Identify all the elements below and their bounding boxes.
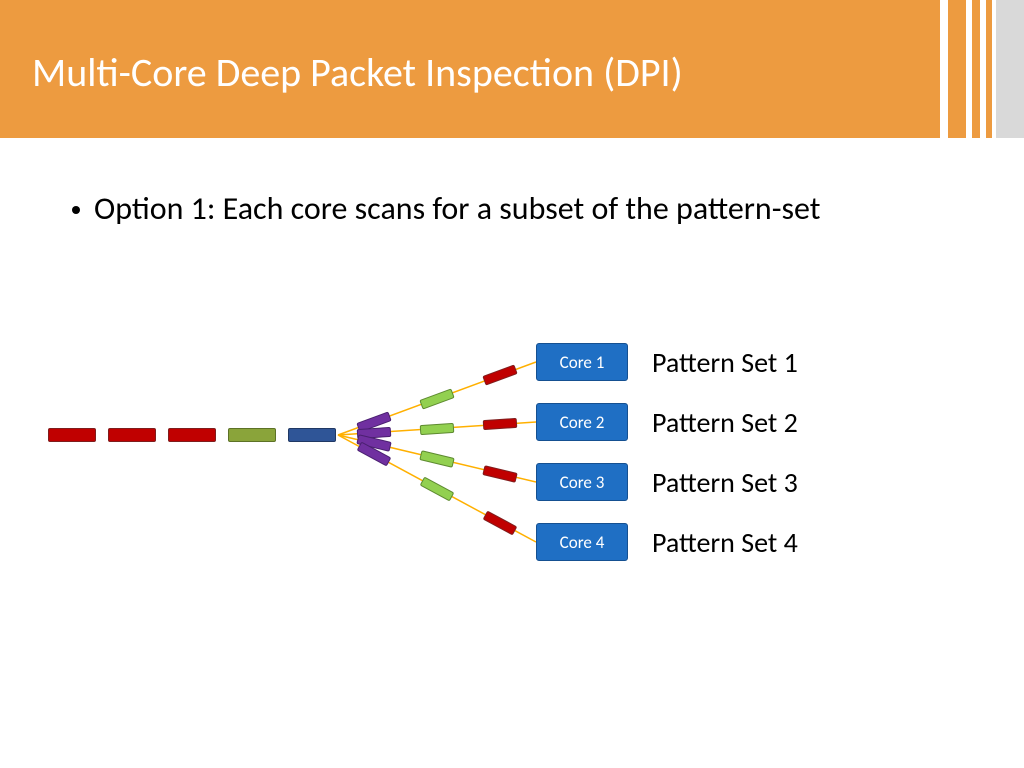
fanout-packet <box>483 418 518 430</box>
fanout-packet <box>419 450 454 468</box>
fanout-packet <box>483 510 518 535</box>
packet-segment <box>168 428 216 442</box>
header-stripe <box>972 0 980 138</box>
core-box: Core 3 <box>536 463 628 501</box>
pattern-set-label: Pattern Set 3 <box>652 465 798 500</box>
core-box: Core 1 <box>536 343 628 381</box>
bullet-text: Option 1: Each core scans for a subset o… <box>94 188 820 230</box>
slide-body: Option 1: Each core scans for a subset o… <box>0 138 1024 768</box>
header-band: Multi-Core Deep Packet Inspection (DPI) <box>0 0 1024 138</box>
packet-segment <box>288 428 336 442</box>
fanout-packet <box>483 365 518 386</box>
fanout-lines <box>0 298 1024 698</box>
pattern-set-label: Pattern Set 4 <box>652 525 798 560</box>
pattern-set-label: Pattern Set 2 <box>652 405 798 440</box>
fanout-packet <box>419 388 454 409</box>
fanout-packet <box>420 422 455 434</box>
bullet-item: Option 1: Each core scans for a subset o… <box>72 188 820 230</box>
core-box: Core 4 <box>536 523 628 561</box>
fanout-packet <box>420 476 455 501</box>
bullet-dot-icon <box>72 206 80 214</box>
header-stripe <box>996 0 1024 138</box>
packet-segment <box>108 428 156 442</box>
header-stripe <box>986 0 992 138</box>
dpi-diagram: Core 1 Pattern Set 1 Core 2 Pattern Set 2 Co… <box>0 298 1024 698</box>
slide-title: Multi-Core Deep Packet Inspection (DPI) <box>32 48 683 97</box>
header-stripe <box>948 0 966 138</box>
packet-segment <box>228 428 276 442</box>
packet-segment <box>48 428 96 442</box>
pattern-set-label: Pattern Set 1 <box>652 345 798 380</box>
fanout-packet <box>483 465 518 483</box>
core-box: Core 2 <box>536 403 628 441</box>
